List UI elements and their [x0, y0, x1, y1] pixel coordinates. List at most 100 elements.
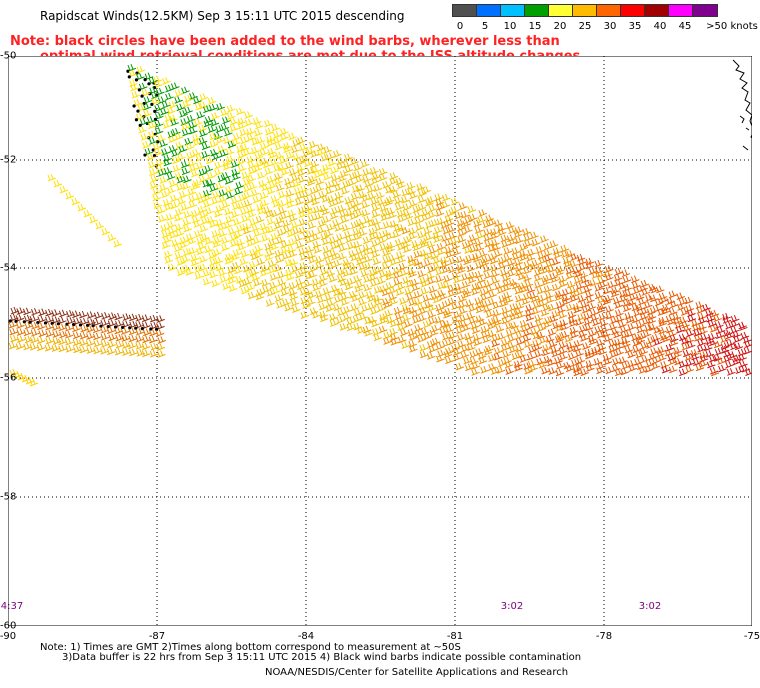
wind-barb [211, 196, 220, 205]
wind-barb [467, 276, 477, 284]
wind-barb [243, 178, 252, 186]
wind-barb [483, 271, 493, 280]
wind-barb [175, 208, 184, 217]
wind-barb [51, 323, 61, 331]
wind-barb [448, 265, 457, 274]
wind-barb [280, 240, 290, 249]
wind-barb [342, 269, 351, 278]
wind-barb [232, 172, 241, 181]
wind-barb [377, 277, 386, 285]
wind-barb [429, 328, 439, 337]
wind-barb [226, 191, 235, 200]
wind-barb [247, 161, 257, 169]
wind-barb [274, 221, 283, 230]
wind-barb [574, 269, 583, 278]
wind-barb [537, 324, 546, 332]
wind-barb [417, 231, 426, 239]
wind-barb [208, 251, 217, 260]
wind-barb [135, 314, 144, 322]
wind-barb [723, 349, 733, 358]
wind-barb [192, 179, 202, 188]
wind-barb [614, 267, 624, 276]
wind-barb [337, 274, 346, 283]
wind-barb [732, 357, 741, 366]
wind-barb [194, 118, 203, 127]
wind-barb [255, 250, 264, 259]
wind-barb [352, 185, 361, 193]
wind-barb [394, 312, 404, 321]
wind-barb [423, 332, 432, 340]
wind-barb [682, 324, 692, 332]
wind-barb [299, 143, 309, 151]
wind-barb [262, 285, 271, 294]
wind-barb [408, 199, 418, 208]
wind-barb [401, 188, 411, 197]
wind-barb [428, 285, 438, 294]
wind-barb [469, 350, 479, 359]
wind-barb [605, 311, 615, 320]
wind-barb [558, 280, 568, 288]
wind-barb [436, 354, 445, 363]
wind-barb [218, 195, 228, 203]
wind-barb [194, 102, 204, 111]
wind-barb [489, 256, 499, 265]
wind-barb [602, 297, 612, 306]
wind-barb [101, 227, 111, 236]
wind-barb [315, 255, 325, 264]
wind-barb [649, 294, 659, 303]
wind-barb [260, 199, 270, 208]
wind-barb [71, 310, 81, 319]
wind-barb [167, 220, 176, 229]
wind-barb [436, 243, 446, 251]
wind-barb [668, 365, 678, 374]
wind-barb [726, 368, 736, 376]
wind-barb [376, 191, 385, 200]
wind-barb [240, 207, 249, 216]
wind-barb [494, 282, 504, 290]
wind-barb [399, 297, 408, 305]
wind-barb [298, 210, 307, 218]
wind-barb [684, 353, 694, 361]
wind-barb [377, 304, 386, 312]
quality-flag-dot [128, 326, 132, 330]
wind-barb [222, 171, 231, 180]
wind-barb [86, 325, 95, 333]
wind-barb [337, 308, 346, 317]
wind-barb [536, 357, 545, 366]
wind-barb [232, 132, 242, 141]
wind-barb [234, 187, 243, 196]
wind-barb [322, 251, 332, 260]
wind-barb [714, 321, 724, 329]
wind-barb [362, 168, 372, 176]
wind-barb [483, 305, 492, 313]
wind-barb [607, 281, 616, 289]
footer-note-line-2: 3)Data buffer is 22 hrs from Sep 3 15:11… [62, 652, 582, 663]
wind-barb [307, 221, 317, 230]
wind-barb [257, 171, 266, 180]
wind-barb [620, 330, 630, 339]
wind-barb [458, 294, 467, 303]
wind-barb [243, 191, 252, 199]
wind-barb [298, 218, 308, 226]
wind-barb [187, 188, 197, 196]
wind-barb [697, 344, 706, 353]
wind-barb [512, 252, 521, 261]
wind-barb [300, 266, 309, 275]
wind-barb [497, 332, 507, 341]
wind-barb [274, 177, 283, 185]
note-line-1: Note: black circles have been added to t… [10, 34, 560, 49]
wind-barb [201, 216, 210, 225]
wind-barb [209, 184, 219, 193]
wind-barb [427, 210, 437, 219]
wind-barb [404, 320, 413, 328]
wind-barb [413, 290, 423, 299]
wind-barb [247, 174, 256, 183]
wind-barb [393, 266, 402, 275]
wind-barb [93, 339, 103, 348]
wind-barb [588, 267, 598, 275]
wind-barb [77, 203, 87, 212]
wind-barb [448, 331, 458, 340]
wind-barb [161, 241, 171, 249]
wind-barb [309, 307, 319, 315]
wind-barb [24, 321, 34, 330]
